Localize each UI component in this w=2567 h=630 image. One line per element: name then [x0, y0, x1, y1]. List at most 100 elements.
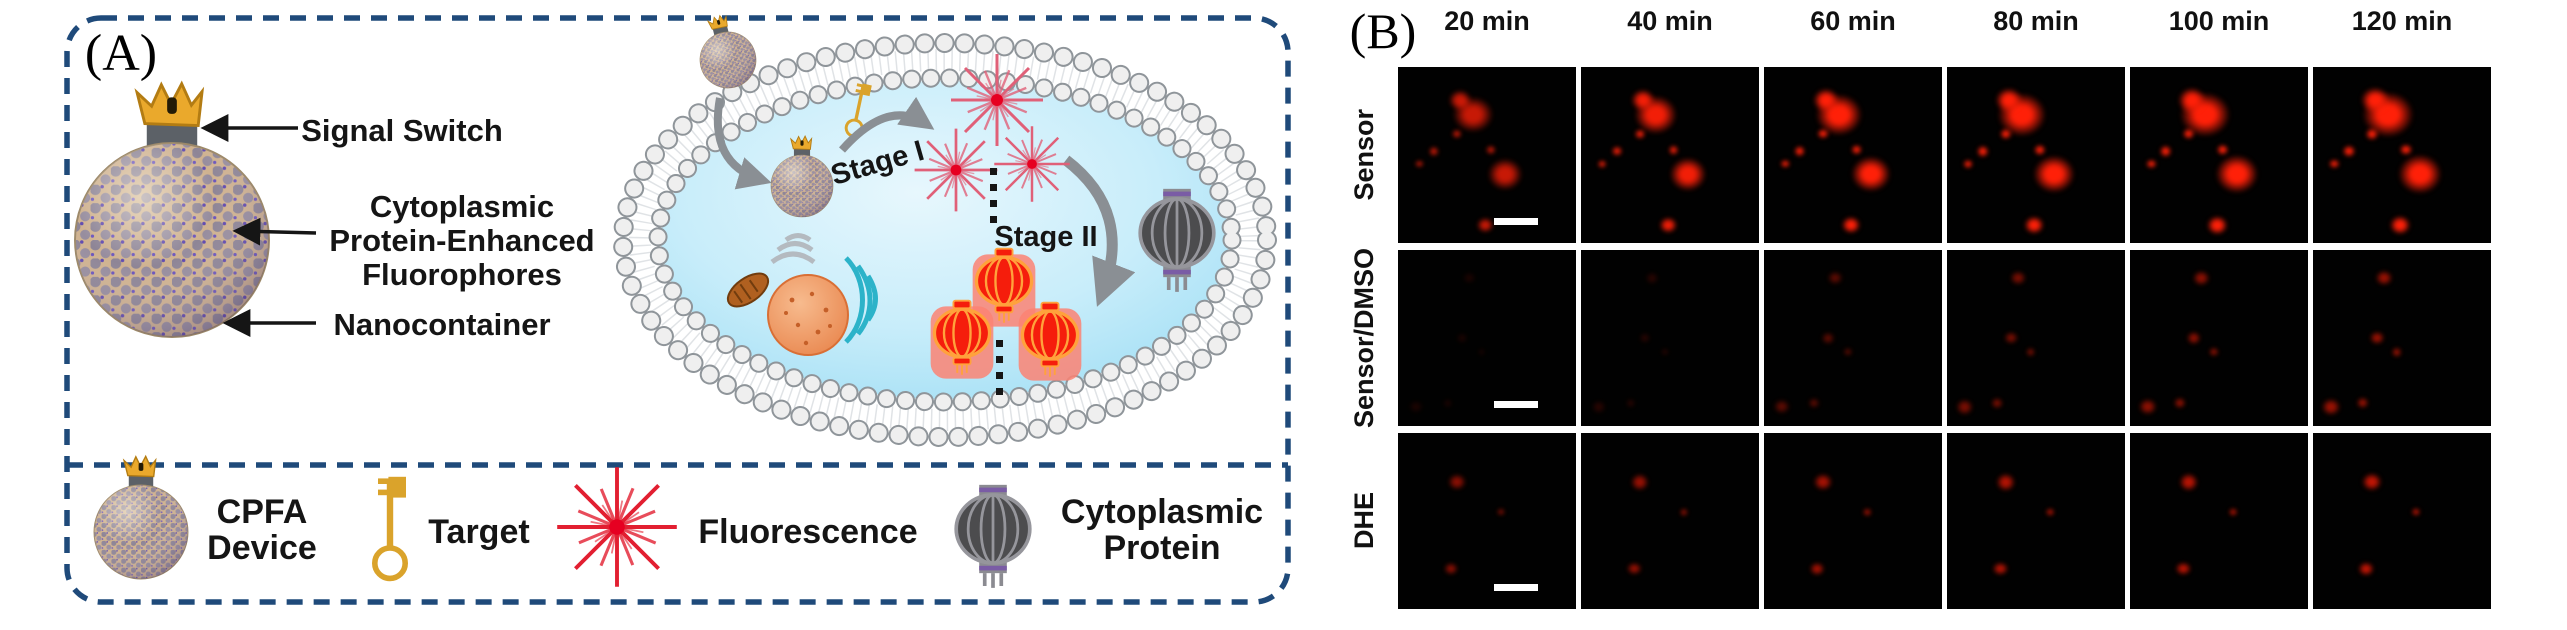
fluorescence-blob [1669, 157, 1707, 192]
fluorescence-blob [2175, 561, 2192, 576]
legend-gray-lantern-icon [954, 482, 1032, 590]
fluorescence-blob [1477, 348, 1486, 356]
legend-fluorescence-label: Fluorescence [698, 513, 917, 551]
fluorescence-blob [2329, 159, 2340, 169]
micrograph-sensor-60min [1764, 67, 1942, 243]
micrograph-dhe-100min [2130, 433, 2308, 609]
timepoint-label: 40 min [1627, 6, 1713, 36]
row-label-dhe: DHE [1334, 433, 1394, 609]
fluorescence-blob [1850, 156, 1891, 193]
fluorescence-blob [1680, 508, 1689, 516]
nanocontainer-label: Nanocontainer [333, 307, 550, 342]
fluorescence-blob [2369, 331, 2385, 345]
fluorescence-blob [2321, 398, 2341, 416]
micrograph-dhe-40min [1581, 433, 1759, 609]
fluorescence-blob [1447, 474, 1466, 491]
legend-firework-icon [557, 467, 677, 587]
fluorophore-label-line2: Protein-Enhanced [329, 223, 594, 258]
fluorescence-blob [2207, 216, 2228, 235]
fluorescence-blob [1415, 160, 1424, 168]
fluorescence-blob [1821, 332, 1835, 344]
legend-target-label: Target [428, 513, 529, 551]
fluorescence-blob [1995, 88, 2023, 113]
fluorescence-blob [1456, 333, 1468, 343]
scale-bar [1494, 584, 1539, 592]
fluorescence-blob [2399, 143, 2413, 156]
fluorescence-blob [2024, 216, 2045, 235]
membrane-lipid-tails [629, 49, 1261, 431]
timepoint-label: 60 min [1810, 6, 1896, 36]
fluorescence-blob [1443, 398, 1453, 408]
fluorescence-blob [1462, 272, 1476, 284]
micrograph-dhe-60min [1764, 433, 1942, 609]
dotted-ellipsis [990, 168, 1003, 395]
fluorescence-blob [2159, 145, 2172, 158]
legend-cpfa-label-line2: Device [207, 529, 317, 567]
fluorescence-blob [2182, 128, 2196, 140]
fluorescence-blob [1634, 128, 1646, 139]
panel-b-label: (B) [1349, 3, 1417, 59]
legend-cytoplasmic-label-line1: Cytoplasmic [1061, 493, 1263, 531]
legend-cpfa-label-line1: CPFA [217, 493, 308, 531]
fluorescence-blob [1451, 129, 1462, 139]
fluorescence-blob [2356, 397, 2370, 409]
row-label-sensor: Sensor [1334, 67, 1394, 243]
fluorescence-blob [1477, 218, 1494, 233]
micrograph-sensor-40min [1581, 67, 1759, 243]
fluorescence-blob [1408, 400, 1423, 413]
fluorescence-blob [2146, 159, 2157, 169]
fluorescence-blob [2391, 347, 2402, 357]
fluorescence-blob [2397, 154, 2442, 195]
cpfa-device-illustration [73, 82, 271, 339]
timepoint-label: 80 min [1993, 6, 2079, 36]
fluorescence-blob [1668, 144, 1679, 155]
fluorescence-blob [1963, 159, 1974, 169]
panel-a-dashed-border [64, 15, 1291, 605]
fluorescence-blob [1955, 398, 1974, 415]
fluorescence-blob [1996, 473, 2016, 492]
cell-membrane [613, 33, 1277, 447]
fluorescence-blob [1660, 348, 1669, 356]
timepoint-header-row: 20 min 40 min 60 min 80 min 100 min 120 … [1398, 6, 2491, 37]
golgi-icon [770, 233, 816, 265]
fluorescence-blob [1813, 473, 1833, 491]
legend-key-icon [375, 477, 406, 579]
fluorescence-blob [2178, 473, 2199, 492]
fluorescence-blob [1816, 128, 1829, 140]
fluorophore-label-line3: Fluorophores [362, 257, 562, 292]
panel-a-figure: (A) Signal Switch Cytoplasmic Protein-En… [64, 9, 1291, 605]
fluorescence-blob [2173, 397, 2186, 409]
fluorescence-blob [2208, 347, 2219, 357]
micrograph-sensor-20min [1398, 67, 1576, 243]
fluorescence-blob [2361, 87, 2390, 114]
fluorescence-blob [1487, 158, 1523, 191]
micrograph-sensor-dmso-60min [1764, 250, 1942, 426]
fluorescence-blob [2192, 270, 2210, 286]
fluorescence-blob [2032, 155, 2075, 194]
fluorescence-blob [1999, 128, 2012, 140]
fluorescence-blob [2215, 154, 2259, 194]
micrograph-sensor-80min [1947, 67, 2125, 243]
row-label-text: Sensor/DMSO [1348, 247, 1379, 429]
micrograph-sensor-dmso-120min [2313, 250, 2491, 426]
fluorescence-blob [1841, 216, 1861, 234]
fluorescence-blob [1773, 399, 1791, 415]
legend-cytoplasmic-label-line2: Protein [1103, 529, 1220, 567]
fluorescence-blob [1449, 90, 1472, 111]
fluorescence-blob [1611, 146, 1623, 157]
fluorescence-blob [2216, 144, 2229, 156]
fluorescence-blob [2411, 508, 2421, 517]
fluorescence-blob [1497, 508, 1506, 516]
fluorescence-blob [2361, 473, 2382, 492]
fluorescence-blob [1639, 332, 1651, 344]
micrograph-sensor-dmso-100min [2130, 250, 2308, 426]
micrograph-dhe-120min [2313, 433, 2491, 609]
red-lantern-icon [1016, 301, 1084, 383]
nucleus-icon [767, 274, 849, 356]
fluorescence-blob [1813, 88, 1840, 113]
scale-bar [1494, 401, 1539, 409]
fluorescence-blob [2045, 508, 2055, 517]
timepoint-label: 120 min [2351, 6, 2453, 36]
fluorescence-blob [2342, 145, 2356, 158]
row-label-text: Sensor [1348, 109, 1379, 201]
